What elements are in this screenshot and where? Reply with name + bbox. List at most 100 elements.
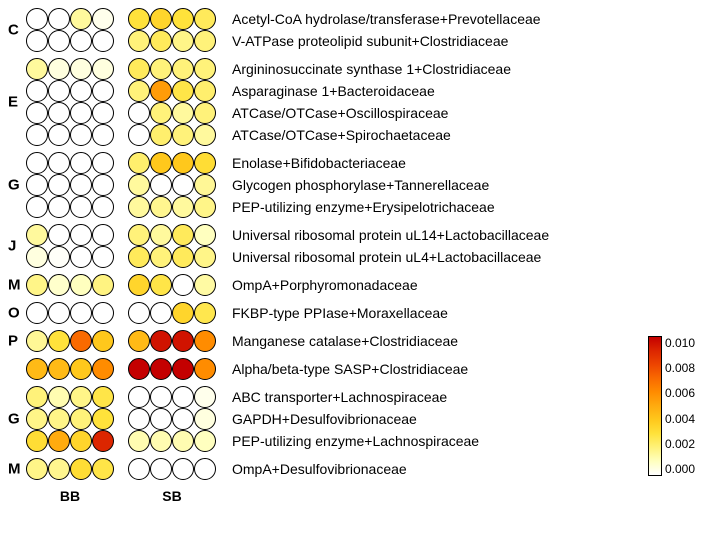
heatmap-cell	[128, 8, 150, 30]
heatmap-cell	[172, 358, 194, 380]
heatmap-cell	[92, 458, 114, 480]
heatmap-cell	[194, 458, 216, 480]
heatmap-cell	[92, 224, 114, 246]
heatmap-cell	[70, 430, 92, 452]
heatmap-cell	[150, 246, 172, 268]
heatmap-cell	[150, 330, 172, 352]
heatmap-cell	[128, 330, 150, 352]
heatmap-cell	[128, 358, 150, 380]
heatmap-cell	[194, 152, 216, 174]
row-label: Manganese catalase+Clostridiaceae	[232, 333, 458, 349]
group-letter: O	[8, 305, 26, 322]
row-label: Acetyl-CoA hydrolase/transferase+Prevote…	[232, 11, 541, 27]
heatmap-cell	[128, 102, 150, 124]
heatmap-cell	[70, 358, 92, 380]
heatmap-cell	[150, 274, 172, 296]
heatmap-cell	[26, 458, 48, 480]
heatmap-cell	[150, 80, 172, 102]
row-label: OmpA+Porphyromonadaceae	[232, 277, 418, 293]
heatmap-cell	[26, 246, 48, 268]
heatmap-cell	[172, 458, 194, 480]
heatmap-row: Acetyl-CoA hydrolase/transferase+Prevote…	[8, 8, 701, 30]
heatmap-cell	[70, 408, 92, 430]
heatmap-cell	[92, 274, 114, 296]
heatmap-cell	[48, 430, 70, 452]
heatmap-cell	[150, 102, 172, 124]
cbar-tick: 0.000	[665, 462, 695, 476]
row-label: Alpha/beta-type SASP+Clostridiaceae	[232, 361, 468, 377]
heatmap-cell	[172, 386, 194, 408]
row-label: OmpA+Desulfovibrionaceae	[232, 461, 407, 477]
heatmap-cell	[48, 224, 70, 246]
heatmap-cell	[150, 302, 172, 324]
heatmap-cell	[26, 274, 48, 296]
heatmap-cell	[128, 224, 150, 246]
heatmap-cell	[92, 196, 114, 218]
heatmap-cell	[48, 58, 70, 80]
col-group-label-bb: BB	[26, 488, 114, 504]
heatmap-cell	[128, 408, 150, 430]
heatmap-cell	[172, 430, 194, 452]
heatmap-cell	[150, 386, 172, 408]
heatmap-cell	[26, 8, 48, 30]
heatmap-cell	[172, 30, 194, 52]
heatmap-cell	[70, 80, 92, 102]
heatmap-row: Universal ribosomal protein uL14+Lactoba…	[8, 224, 701, 246]
heatmap-cell	[92, 330, 114, 352]
heatmap-cell	[92, 358, 114, 380]
heatmap-cell	[70, 386, 92, 408]
heatmap-cell	[48, 196, 70, 218]
heatmap-cell	[92, 174, 114, 196]
heatmap-cell	[194, 102, 216, 124]
group-letter: G	[8, 177, 26, 194]
heatmap-cell	[128, 196, 150, 218]
heatmap-row: Argininosuccinate synthase 1+Clostridiac…	[8, 58, 701, 80]
heatmap-cell	[70, 58, 92, 80]
heatmap-cell	[70, 330, 92, 352]
heatmap-cell	[128, 274, 150, 296]
heatmap-cell	[194, 196, 216, 218]
heatmap-row: OmpA+Desulfovibrionaceae	[8, 458, 701, 480]
heatmap-cell	[172, 246, 194, 268]
heatmap-cell	[92, 386, 114, 408]
heatmap-cell	[48, 358, 70, 380]
heatmap-cell	[172, 8, 194, 30]
group-letter: J	[8, 238, 26, 255]
heatmap-cell	[48, 30, 70, 52]
cbar-tick: 0.004	[665, 412, 695, 426]
heatmap-cell	[26, 30, 48, 52]
row-group: EArgininosuccinate synthase 1+Clostridia…	[8, 58, 701, 146]
heatmap-cell	[70, 124, 92, 146]
heatmap-cell	[128, 302, 150, 324]
heatmap-row: PEP-utilizing enzyme+Lachnospiraceae	[8, 430, 701, 452]
heatmap-cell	[48, 246, 70, 268]
heatmap-cell	[150, 196, 172, 218]
heatmap-cell	[128, 174, 150, 196]
heatmap-cell	[128, 58, 150, 80]
heatmap-cell	[194, 330, 216, 352]
heatmap-cell	[150, 174, 172, 196]
x-axis-labels: BB SB	[26, 488, 701, 504]
heatmap-cell	[150, 124, 172, 146]
heatmap-cell	[194, 408, 216, 430]
heatmap-cell	[70, 174, 92, 196]
heatmap-cell	[70, 196, 92, 218]
heatmap-cell	[70, 302, 92, 324]
heatmap-cell	[70, 102, 92, 124]
heatmap-cell	[48, 102, 70, 124]
heatmap-cell	[26, 102, 48, 124]
heatmap-cell	[194, 80, 216, 102]
heatmap-cell	[172, 408, 194, 430]
heatmap-cell	[128, 124, 150, 146]
heatmap-cell	[26, 302, 48, 324]
heatmap-cell	[128, 80, 150, 102]
heatmap-row: Alpha/beta-type SASP+Clostridiaceae	[8, 358, 701, 380]
heatmap-cell	[194, 58, 216, 80]
heatmap-cell	[92, 80, 114, 102]
heatmap-row: OmpA+Porphyromonadaceae	[8, 274, 701, 296]
row-label: Glycogen phosphorylase+Tannerellaceae	[232, 177, 489, 193]
heatmap-cell	[150, 358, 172, 380]
heatmap-cell	[194, 386, 216, 408]
heatmap-cell	[26, 358, 48, 380]
heatmap-cell	[26, 152, 48, 174]
